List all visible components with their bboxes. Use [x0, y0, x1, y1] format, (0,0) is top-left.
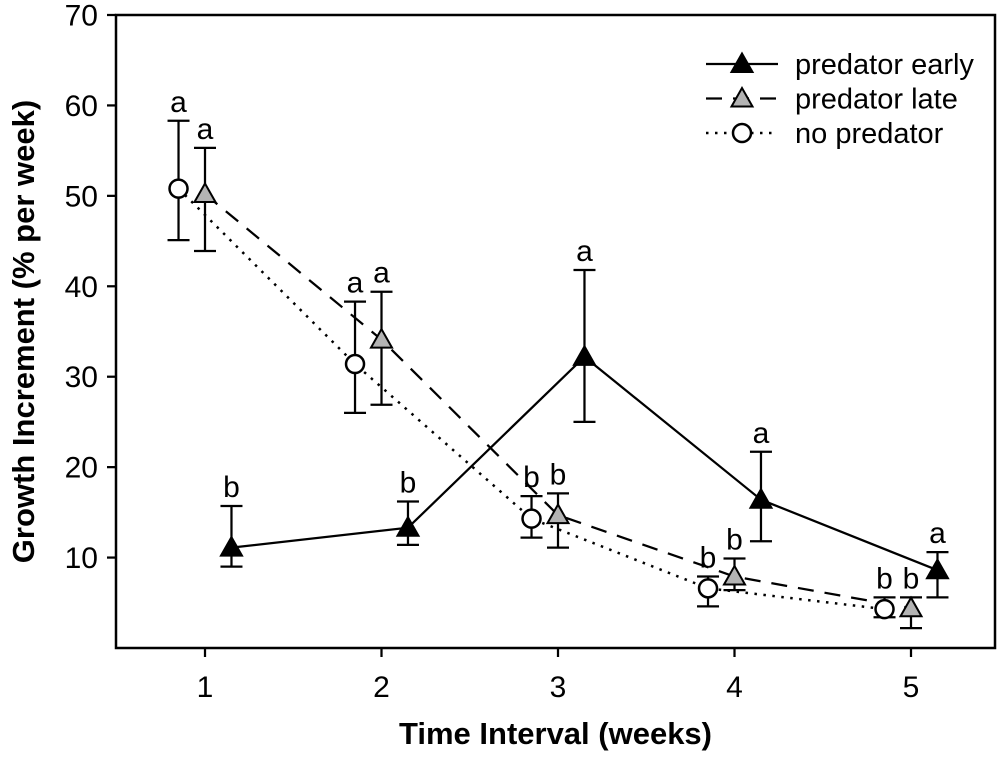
legend-label: predator early — [795, 49, 974, 81]
triangle-filled-marker — [925, 557, 950, 580]
legend-label: no predator — [795, 118, 944, 150]
triangle-gray-marker — [898, 595, 924, 618]
significance-letter: a — [197, 113, 214, 146]
significance-letter: b — [726, 523, 743, 556]
circle-open-marker — [344, 353, 366, 375]
triangle-gray-marker — [192, 181, 218, 204]
y-tick-label: 40 — [65, 271, 98, 304]
significance-letter: b — [223, 471, 240, 504]
triangle-filled-marker — [748, 487, 774, 509]
y-tick-label: 70 — [65, 0, 98, 32]
significance-letter: b — [876, 562, 893, 595]
significance-letter: b — [903, 562, 920, 595]
y-tick-label: 50 — [65, 180, 98, 213]
significance-letter: b — [700, 542, 717, 575]
triangle-gray-marker — [729, 85, 755, 108]
significance-letter: a — [347, 267, 364, 300]
x-tick-label: 5 — [903, 671, 920, 704]
series-line-dotted — [177, 187, 885, 611]
y-tick-label: 30 — [65, 361, 98, 394]
triangle-gray-marker — [369, 327, 394, 349]
x-tick-label: 3 — [550, 671, 567, 704]
x-tick-label: 4 — [726, 671, 743, 704]
circle-open-marker — [874, 598, 895, 620]
significance-letter: a — [929, 517, 946, 550]
significance-letter: b — [523, 461, 540, 494]
y-tick-label: 10 — [65, 542, 98, 575]
significance-letter: a — [170, 86, 187, 119]
circle-open-marker — [521, 508, 542, 529]
x-tick-label: 2 — [373, 671, 390, 704]
triangle-filled-marker — [219, 535, 244, 557]
circle-open-marker — [697, 578, 719, 599]
circle-open-marker — [168, 178, 189, 199]
significance-letter: b — [550, 458, 567, 491]
x-tick-label: 1 — [197, 671, 214, 704]
plot-frame — [114, 13, 997, 650]
circle-open-marker — [731, 122, 753, 144]
x-axis-title: Time Interval (weeks) — [399, 716, 712, 751]
significance-letter: a — [373, 257, 390, 290]
triangle-filled-marker — [395, 515, 421, 537]
x-axis: 1 2 3 4 5 — [197, 648, 920, 704]
legend-label: predator late — [795, 84, 958, 116]
significance-letter: a — [576, 235, 593, 268]
y-axis: 10 20 30 40 50 60 70 — [65, 0, 116, 575]
y-tick-label: 20 — [65, 452, 98, 485]
triangle-gray-marker — [722, 564, 747, 586]
significance-letter: a — [753, 417, 770, 450]
triangle-gray-marker — [545, 502, 571, 525]
triangle-filled-marker — [729, 51, 755, 73]
significance-letter: b — [400, 467, 417, 500]
triangle-filled-marker — [572, 344, 597, 366]
y-axis-title: Growth Increment (% per week) — [6, 100, 41, 563]
y-tick-label: 60 — [65, 90, 98, 123]
